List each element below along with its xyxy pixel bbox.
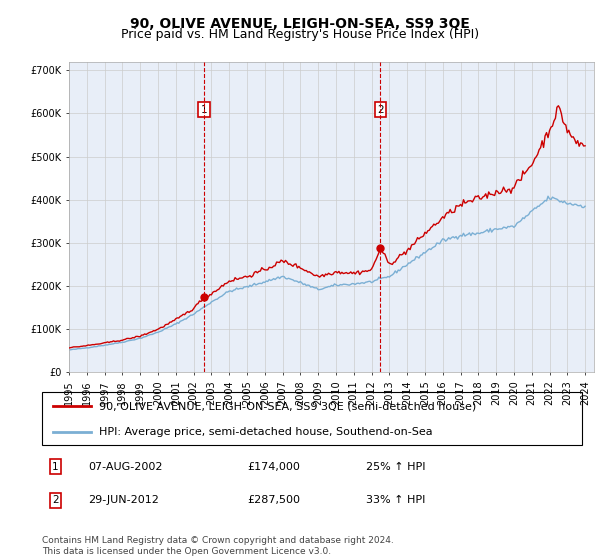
Text: 90, OLIVE AVENUE, LEIGH-ON-SEA, SS9 3QE (semi-detached house): 90, OLIVE AVENUE, LEIGH-ON-SEA, SS9 3QE …	[98, 402, 476, 412]
Text: 29-JUN-2012: 29-JUN-2012	[88, 495, 159, 505]
Text: 90, OLIVE AVENUE, LEIGH-ON-SEA, SS9 3QE: 90, OLIVE AVENUE, LEIGH-ON-SEA, SS9 3QE	[130, 17, 470, 31]
Text: 2: 2	[377, 105, 384, 115]
Text: £174,000: £174,000	[247, 462, 300, 472]
Text: 1: 1	[200, 105, 207, 115]
Text: 07-AUG-2002: 07-AUG-2002	[88, 462, 163, 472]
Text: Price paid vs. HM Land Registry's House Price Index (HPI): Price paid vs. HM Land Registry's House …	[121, 28, 479, 41]
Text: HPI: Average price, semi-detached house, Southend-on-Sea: HPI: Average price, semi-detached house,…	[98, 427, 433, 437]
Text: £287,500: £287,500	[247, 495, 300, 505]
Text: 1: 1	[52, 462, 59, 472]
Text: Contains HM Land Registry data © Crown copyright and database right 2024.
This d: Contains HM Land Registry data © Crown c…	[42, 536, 394, 556]
Text: 2: 2	[52, 495, 59, 505]
Text: 25% ↑ HPI: 25% ↑ HPI	[366, 462, 425, 472]
Text: 33% ↑ HPI: 33% ↑ HPI	[366, 495, 425, 505]
